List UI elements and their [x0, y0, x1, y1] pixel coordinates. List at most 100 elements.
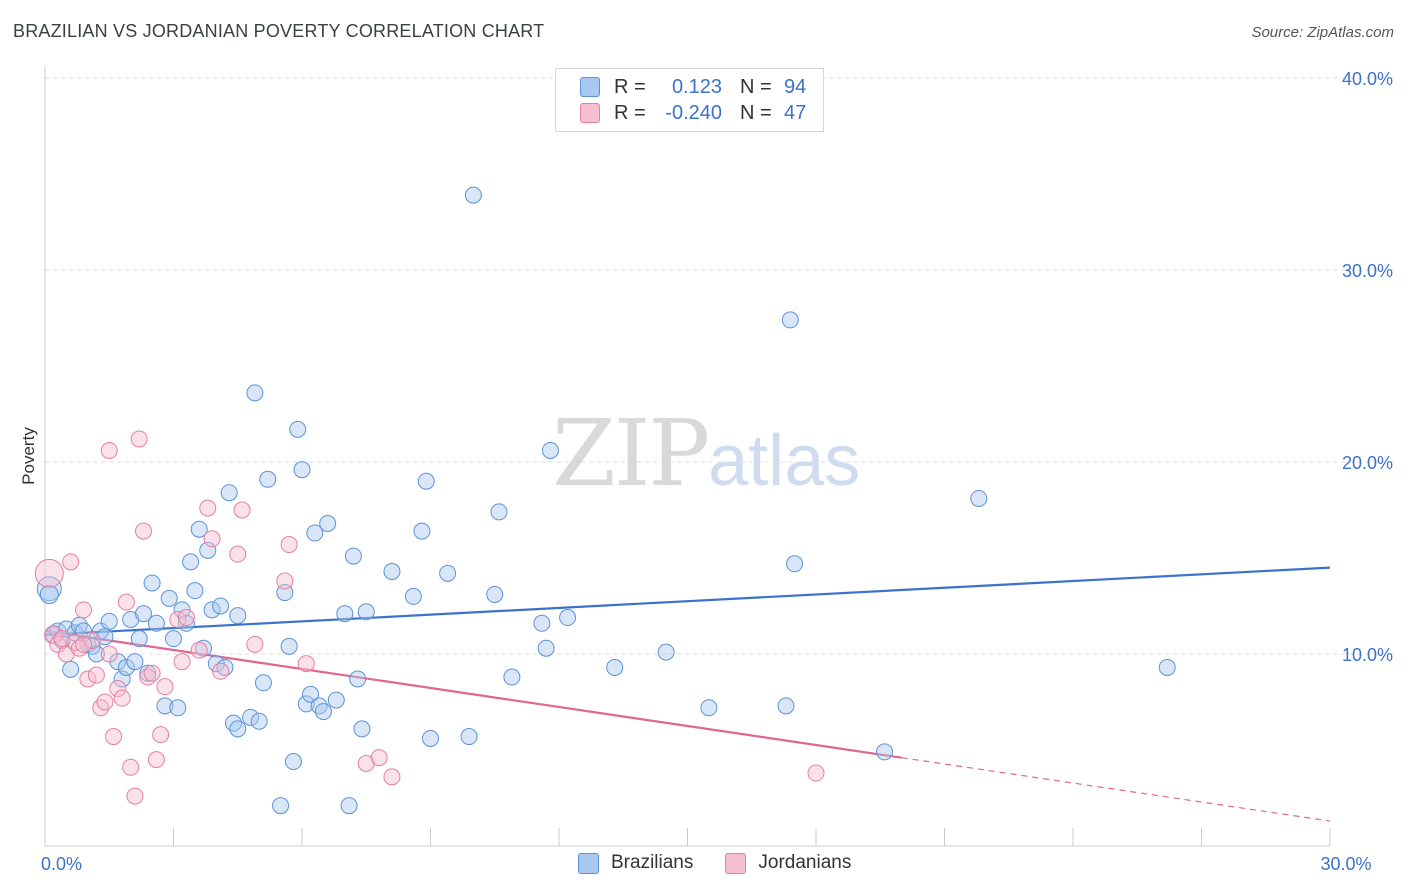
point-jordanians: [297, 655, 315, 673]
source-label: Source: ZipAtlas.com: [1251, 24, 1394, 41]
point-jordanians: [87, 666, 105, 684]
point-brazilians: [417, 472, 435, 490]
trend-line-brazilians: [44, 566, 1331, 636]
point-brazilians: [207, 655, 225, 673]
y-tick-label: 40.0%: [1342, 69, 1393, 89]
point-jordanians: [212, 662, 230, 680]
point-brazilians: [135, 605, 153, 623]
legend-swatch-jordanians: [725, 852, 747, 874]
point-brazilians: [404, 587, 422, 605]
point-brazilians: [229, 720, 247, 738]
point-brazilians: [130, 630, 148, 648]
point-brazilians: [460, 728, 478, 746]
legend-n-value: 47: [784, 101, 807, 124]
point-brazilians: [62, 660, 80, 678]
point-jordanians: [126, 787, 144, 805]
point-jordanians: [135, 522, 153, 540]
chart-title: BRAZILIAN VS JORDANIAN POVERTY CORRELATI…: [13, 21, 545, 41]
point-brazilians: [83, 637, 101, 655]
point-brazilians: [117, 658, 135, 676]
point-jordanians: [370, 749, 388, 767]
point-jordanians: [96, 693, 114, 711]
point-brazilians: [537, 639, 555, 657]
point-jordanians: [156, 678, 174, 696]
point-jordanians: [246, 635, 264, 653]
point-brazilians: [203, 601, 221, 619]
point-brazilians: [246, 384, 264, 402]
point-brazilians: [156, 697, 174, 715]
point-jordanians: [44, 625, 64, 645]
point-brazilians: [344, 547, 362, 565]
point-brazilians: [559, 609, 577, 627]
point-brazilians: [700, 699, 718, 717]
legend-r-value: 0.123: [671, 75, 722, 98]
series-legend: Brazilians Jordanians: [578, 852, 883, 874]
point-brazilians: [194, 639, 212, 657]
legend-n-label: N =: [740, 101, 772, 124]
point-jordanians: [75, 601, 93, 619]
point-jordanians: [147, 751, 165, 769]
point-jordanians: [229, 545, 247, 563]
legend-item-jordanians: Jordanians: [725, 852, 851, 874]
x-tick-label: 30.0%: [1320, 854, 1371, 874]
trend-lines: [44, 566, 1331, 822]
legend-r-value: -0.240: [665, 101, 722, 124]
point-brazilians: [100, 612, 118, 630]
point-jordanians: [34, 558, 64, 588]
point-jordanians: [79, 670, 97, 688]
point-brazilians: [212, 597, 230, 615]
point-brazilians: [39, 584, 59, 604]
point-jordanians: [199, 499, 217, 517]
point-brazilians: [276, 584, 294, 602]
stats-legend: R = 0.123 N = 94 R = -0.240 N = 47: [555, 68, 824, 132]
y-tick-label: 20.0%: [1342, 453, 1393, 473]
point-jordanians: [62, 553, 80, 571]
point-jordanians: [117, 593, 135, 611]
point-brazilians: [139, 664, 157, 682]
point-brazilians: [272, 797, 290, 815]
legend-row-jordanians: R = -0.240 N = 47: [580, 100, 806, 126]
axes: [44, 66, 1331, 847]
legend-item-brazilians: Brazilians: [578, 852, 693, 874]
point-jordanians: [130, 430, 148, 448]
point-brazilians: [96, 628, 114, 646]
legend-r-label: R =: [614, 75, 646, 98]
point-brazilians: [340, 797, 358, 815]
point-brazilians: [786, 555, 804, 573]
watermark-atlas: atlas: [708, 421, 861, 501]
point-brazilians: [486, 585, 504, 603]
point-brazilians: [87, 645, 105, 663]
legend-n-label: N =: [740, 75, 772, 98]
point-jordanians: [173, 653, 191, 671]
point-brazilians: [190, 520, 208, 538]
point-jordanians: [169, 610, 187, 628]
point-brazilians: [383, 562, 401, 580]
watermark-zip: ZIP: [552, 400, 710, 507]
point-brazilians: [177, 614, 195, 632]
point-brazilians: [503, 668, 521, 686]
point-brazilians: [349, 670, 367, 688]
point-brazilians: [327, 691, 345, 709]
point-jordanians: [143, 664, 161, 682]
legend-swatch-brazilians: [578, 852, 599, 874]
legend-label-jordanians: Jordanians: [758, 852, 852, 873]
point-brazilians: [533, 614, 551, 632]
point-brazilians: [357, 603, 375, 621]
point-brazilians: [353, 720, 371, 738]
legend-n-value: 94: [784, 75, 807, 98]
point-brazilians: [143, 574, 161, 592]
point-brazilians: [173, 601, 191, 619]
point-brazilians: [147, 614, 165, 632]
point-jordanians: [807, 764, 825, 782]
point-brazilians: [165, 630, 182, 648]
point-brazilians: [319, 514, 337, 532]
point-brazilians: [490, 503, 508, 521]
tick-labels: 10.0% 20.0% 30.0% 40.0% 0.0% 30.0%: [41, 69, 1393, 874]
point-jordanians: [190, 641, 208, 659]
point-brazilians: [186, 582, 204, 600]
point-brazilians: [220, 484, 238, 502]
point-jordanians: [152, 726, 170, 744]
point-brazilians: [169, 699, 187, 717]
point-brazilians: [242, 708, 260, 726]
point-jordanians: [113, 689, 131, 707]
